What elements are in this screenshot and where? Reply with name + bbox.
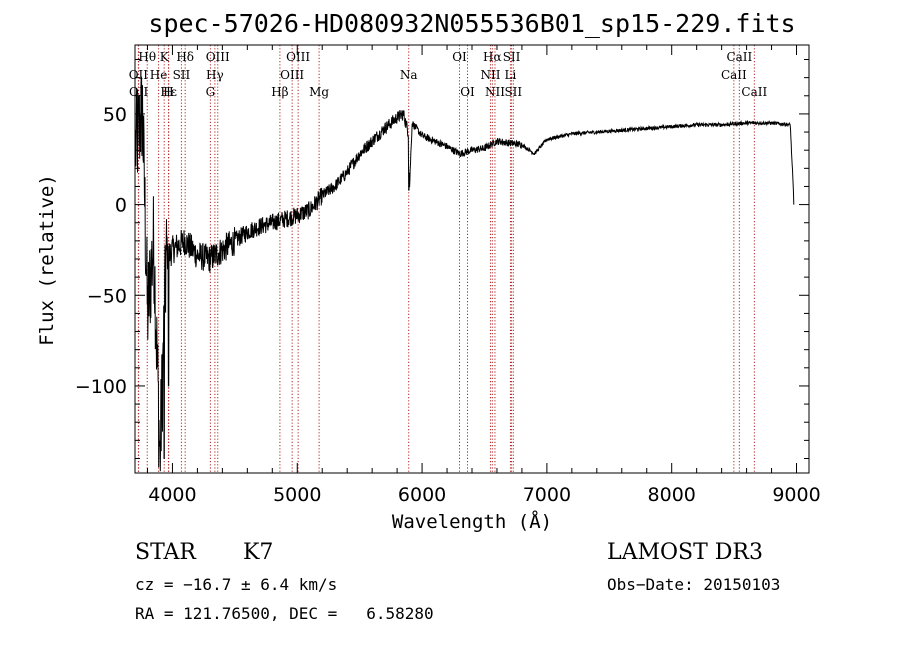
spectral-line-label: OII	[129, 68, 149, 82]
y-tick-label: 50	[103, 104, 127, 126]
chart-title: spec-57026-HD080932N055536B01_sp15-229.f…	[148, 9, 795, 38]
spectral-line-markers	[137, 45, 755, 473]
spectral-line-label: Na	[400, 68, 418, 82]
y-tick-label: −50	[87, 285, 127, 307]
spectral-line-label: He	[150, 68, 168, 82]
spectral-line-label: Hδ	[176, 50, 194, 64]
spectral-line-label: Hα	[483, 50, 502, 64]
spectral-line-label: Hγ	[206, 68, 224, 82]
spectral-line-label: K	[160, 50, 170, 64]
object-subclass: K7	[243, 540, 274, 565]
x-tick-label: 8000	[648, 484, 696, 506]
spectral-line-label: H	[163, 85, 173, 99]
x-tick-label: 5000	[273, 484, 321, 506]
spectral-line-label: CaII	[721, 68, 747, 82]
spectral-line-label: CaII	[726, 50, 752, 64]
spectral-line-label: SII	[503, 50, 521, 64]
obs-date-text: Obs−Date: 20150103	[607, 575, 781, 594]
redshift-text: cz = −16.7 ± 6.4 km/s	[135, 575, 338, 594]
y-tick-label: −100	[75, 376, 127, 398]
spectral-line-label: OII	[129, 85, 149, 99]
plot-frame	[134, 44, 810, 474]
survey-name: LAMOST DR3	[607, 540, 763, 565]
spectral-line-label: CaII	[741, 85, 767, 99]
spectral-line-label: Mg	[309, 85, 329, 99]
spectral-line-label: NII	[480, 68, 500, 82]
x-axis-label: Wavelength (Å)	[392, 510, 552, 533]
x-tick-label: 9000	[772, 484, 820, 506]
y-tick-label: 0	[115, 195, 127, 217]
spectral-line-label: OI	[452, 50, 467, 64]
spectral-line-label: Li	[505, 68, 517, 82]
spectral-line-label: G	[206, 85, 216, 99]
object-class: STAR	[135, 540, 196, 565]
spectral-line-label: Hε	[160, 85, 177, 99]
axis-ticks: 4000 5000 6000 7000 8000 9000 −100 −50 0 50	[75, 45, 821, 506]
spectral-line-label: Hβ	[271, 85, 288, 99]
y-axis-label: Flux (relative)	[36, 174, 58, 346]
spectral-line-label: SII	[173, 68, 191, 82]
coordinates-text: RA = 121.76500, DEC = 6.58280	[135, 604, 434, 623]
x-tick-label: 6000	[398, 484, 446, 506]
spectral-line-label: OI	[460, 85, 475, 99]
x-tick-label: 4000	[148, 484, 196, 506]
x-tick-label: 7000	[523, 484, 571, 506]
spectral-line-label: OIII	[206, 50, 230, 64]
spectral-line-label: OIII	[286, 50, 310, 64]
spectral-line-label: OIII	[280, 68, 304, 82]
spectral-line-label: Hθ	[138, 50, 156, 64]
spectral-line-label: SII	[504, 85, 522, 99]
spectrum-line	[135, 76, 795, 472]
spectral-line-label: NII	[485, 85, 505, 99]
